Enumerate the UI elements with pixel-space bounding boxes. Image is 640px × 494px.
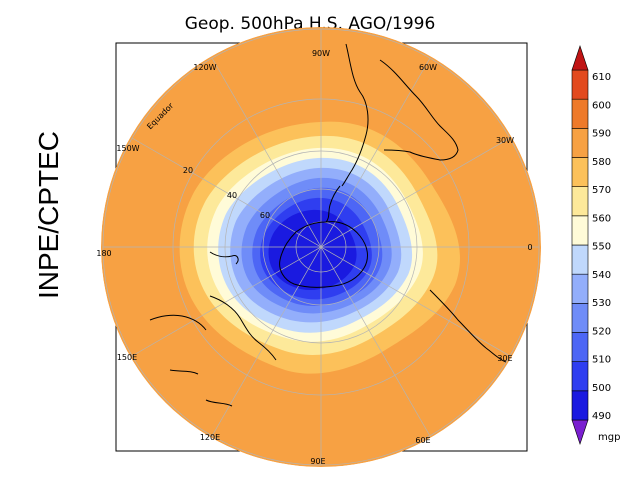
- lat-label-60: 60: [260, 211, 270, 220]
- graticule: [102, 28, 540, 466]
- polar-map: 90W 60W 30W 0 30E 60E 90E 120E 150E 180 …: [96, 27, 541, 467]
- meridian-30w-150e: [131, 137, 511, 357]
- colorbar-segment: [571, 332, 589, 362]
- lon-label-60e: 60E: [415, 436, 430, 445]
- colorbar-labels: 610 600 590 580 570 560 550 540 530 520 510 500 490: [592, 72, 611, 422]
- colorbar-segment: [571, 244, 589, 275]
- colorbar-tick-label: 510: [592, 355, 611, 366]
- coastlines: [149, 43, 507, 407]
- lon-label-180: 180: [96, 249, 111, 258]
- colorbar-segment: [571, 69, 589, 100]
- lon-label-90w: 90W: [312, 49, 330, 58]
- lon-label-120w: 120W: [193, 63, 216, 72]
- colorbar-segment: [571, 215, 589, 246]
- coastline-indonesia: [169, 369, 233, 407]
- lon-label-0: 0: [527, 243, 532, 252]
- colorbar-tick-label: 520: [592, 326, 611, 337]
- colorbar-segment: [571, 186, 589, 217]
- lon-label-150w: 150W: [116, 144, 139, 153]
- lat-label-40: 40: [227, 191, 237, 200]
- colorbar-tick-label: 610: [592, 72, 611, 83]
- map-title: Geop. 500hPa H.S. AGO/1996: [184, 14, 436, 34]
- colorbar-segment: [571, 128, 589, 158]
- colorbar-unit: mgp: [598, 432, 620, 443]
- colorbar-segment: [571, 98, 589, 129]
- colorbar-tick-label: 600: [592, 100, 611, 111]
- coastline-antarctica: [279, 221, 368, 288]
- colorbar-segment: [571, 361, 589, 392]
- colorbar-tick-label: 580: [592, 157, 611, 168]
- lon-label-120e: 120E: [200, 433, 220, 442]
- colorbar-segments: [571, 45, 589, 445]
- coastline-australia: [149, 295, 277, 361]
- coastline-antarctic-peninsula: [325, 185, 341, 223]
- lon-label-60w: 60W: [419, 63, 437, 72]
- lon-label-30e: 30E: [497, 354, 512, 363]
- colorbar-arrow-high: [571, 45, 589, 71]
- colorbar-tick-label: 570: [592, 185, 611, 196]
- longitude-labels: 90W 60W 30W 0 30E 60E 90E 120E 150E 180 …: [96, 49, 532, 466]
- colorbar-segment: [571, 273, 589, 304]
- lon-label-150e: 150E: [117, 353, 137, 362]
- lat-label-20: 20: [183, 166, 193, 175]
- colorbar-tick-label: 500: [592, 383, 611, 394]
- colorbar-tick-label: 530: [592, 298, 611, 309]
- colorbar-segment: [571, 303, 589, 333]
- colorbar-segment: [571, 390, 589, 421]
- colorbar-tick-label: 590: [592, 129, 611, 140]
- coastline-new-zealand: [209, 251, 239, 265]
- colorbar-tick-label: 540: [592, 270, 611, 281]
- lon-label-90e: 90E: [310, 457, 325, 466]
- colorbar-tick-label: 490: [592, 411, 611, 422]
- colorbar-arrow-low: [571, 419, 589, 445]
- coastline-south-america: [341, 43, 459, 187]
- colorbar-tick-label: 560: [592, 213, 611, 224]
- lon-label-30w: 30W: [496, 136, 514, 145]
- colorbar-segment: [571, 157, 589, 187]
- coastline-south-africa: [429, 289, 507, 363]
- colorbar-tick-label: 550: [592, 242, 611, 253]
